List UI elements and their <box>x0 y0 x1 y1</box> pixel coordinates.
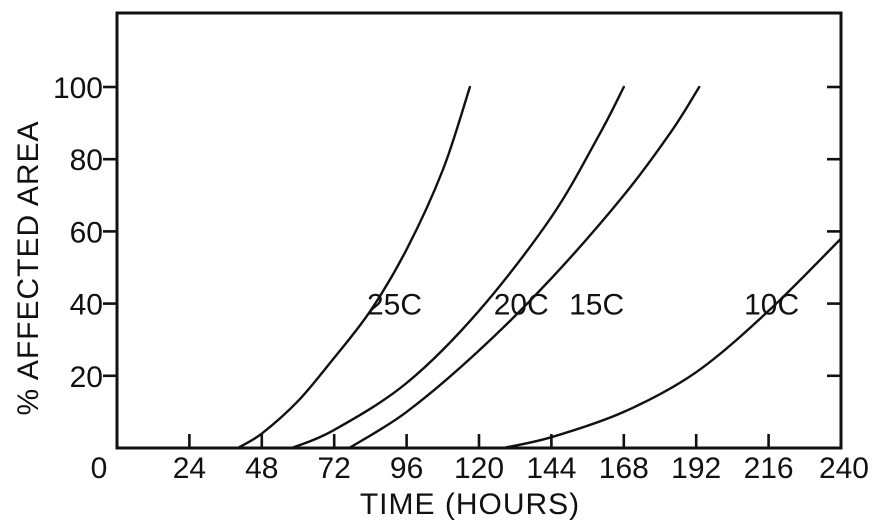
series-label-15c: 15C <box>569 289 624 322</box>
curve-labels: 25C 20C 15C 10C <box>367 289 799 322</box>
x-tick-label: 24 <box>173 452 206 485</box>
x-tick-label: 144 <box>526 452 576 485</box>
y-tick-label: 40 <box>70 289 103 322</box>
x-tick-label: 240 <box>819 452 869 485</box>
x-axis-ticks: 0 24 48 72 96 120 144 168 192 216 240 <box>91 434 869 485</box>
series-line-10c <box>501 237 843 450</box>
x-tick-label: 168 <box>599 452 649 485</box>
series-line-20c <box>290 85 625 450</box>
y-tick-label: 20 <box>70 361 103 394</box>
series-line-25c <box>236 85 472 450</box>
y-tick-label: 80 <box>70 144 103 177</box>
series-line-15c <box>348 85 701 450</box>
x-tick-label: 192 <box>671 452 721 485</box>
x-tick-label: 120 <box>454 452 504 485</box>
x-tick-label: 72 <box>318 452 351 485</box>
x-tick-label: 0 <box>91 452 108 485</box>
x-tick-label: 48 <box>245 452 278 485</box>
y-axis-ticks: 20 40 60 80 100 <box>53 72 841 394</box>
x-axis-title: TIME (HOURS) <box>360 488 580 521</box>
x-tick-label: 216 <box>744 452 794 485</box>
y-tick-label: 60 <box>70 216 103 249</box>
data-curves <box>236 85 843 450</box>
y-axis-title: % AFFECTED AREA <box>12 120 45 415</box>
series-label-20c: 20C <box>494 289 549 322</box>
x-tick-label: 96 <box>390 452 423 485</box>
series-label-10c: 10C <box>744 289 799 322</box>
series-label-25c: 25C <box>367 289 422 322</box>
y-tick-label: 100 <box>53 72 103 105</box>
plot-frame <box>115 11 843 450</box>
